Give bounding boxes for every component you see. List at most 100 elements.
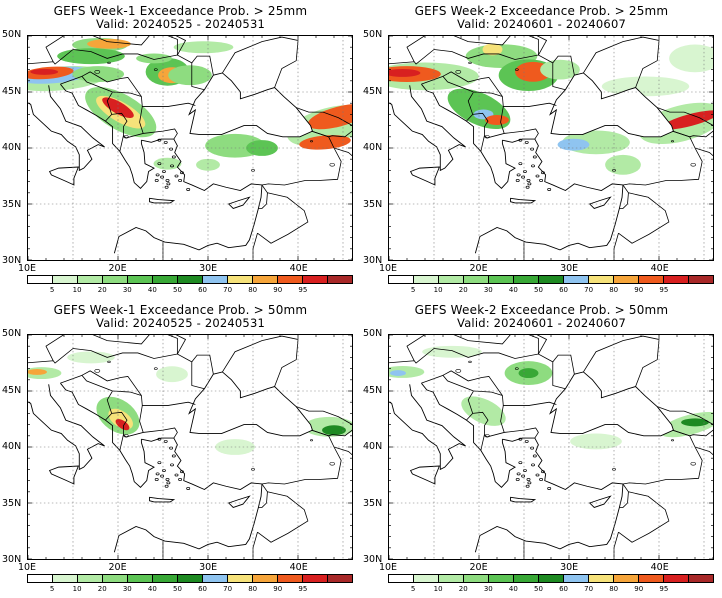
probability-contour (570, 433, 622, 450)
country-border (258, 483, 268, 508)
island (515, 478, 520, 481)
colorbar (27, 574, 353, 583)
colorbar-swatch (303, 276, 328, 283)
probability-contour (156, 366, 188, 383)
colorbar-label: 50 (533, 585, 543, 593)
colorbar-label: 95 (659, 585, 669, 593)
island (518, 437, 523, 441)
lat-label: 45N (363, 384, 383, 396)
probability-contour (518, 368, 539, 379)
country-border (252, 233, 258, 260)
coastline (421, 382, 516, 488)
map-frame (27, 35, 353, 261)
colorbar-label: 5 (410, 286, 416, 294)
lat-label: 35N (2, 198, 22, 210)
island (169, 446, 174, 450)
colorbar-label: 50 (172, 286, 182, 294)
lon-label: 10E (17, 562, 37, 573)
island (535, 174, 540, 178)
colorbar-label: 90 (634, 286, 644, 294)
colorbar-label: 90 (273, 585, 283, 593)
country-border (45, 335, 150, 361)
probability-contour (153, 157, 182, 170)
country-border (622, 429, 703, 485)
lat-label: 50N (2, 328, 22, 339)
lon-label: 20E (108, 263, 127, 274)
colorbar-label: 90 (634, 585, 644, 593)
probability-contour (322, 425, 346, 436)
black-sea (188, 72, 313, 138)
island (163, 140, 168, 144)
colorbar-label: 60 (198, 585, 207, 593)
island (588, 196, 612, 209)
island (525, 185, 530, 189)
coastline (28, 85, 105, 172)
country-border (112, 91, 142, 97)
island (174, 473, 179, 477)
island (48, 166, 80, 186)
island (161, 469, 166, 472)
lat-label: 45N (363, 85, 383, 97)
colorbar-label: 50 (533, 286, 543, 294)
island (154, 478, 159, 481)
island (530, 446, 535, 450)
colorbar-swatch (464, 276, 489, 283)
country-border (191, 55, 214, 76)
country-border (500, 106, 505, 134)
lon-label: 20E (469, 562, 488, 573)
country-border (167, 335, 178, 355)
colorbar-swatch (689, 575, 713, 582)
lon-label: 20E (469, 263, 488, 274)
island (155, 173, 160, 177)
lat-label: 40N (363, 441, 383, 452)
island (164, 185, 169, 189)
colorbar-swatch (389, 575, 414, 582)
probability-contour (30, 68, 59, 75)
country-border (261, 130, 342, 186)
colorbar-swatch (564, 276, 589, 283)
probability-contour (601, 76, 690, 97)
coastline (113, 483, 263, 553)
colorbar-swatch (278, 575, 303, 582)
lake (329, 163, 335, 167)
colorbar (388, 574, 714, 583)
island (588, 495, 612, 508)
island (516, 173, 521, 177)
country-border (333, 147, 352, 157)
country-border (167, 36, 178, 56)
island (535, 473, 540, 477)
probability-contour (115, 419, 130, 431)
colorbar-swatch (514, 575, 539, 582)
country-border (111, 112, 178, 140)
island (521, 175, 526, 179)
map-frame (388, 334, 714, 560)
coastline (28, 384, 105, 471)
probability-contour (605, 154, 641, 175)
colorbar-swatch (253, 276, 278, 283)
colorbar-label: 40 (508, 286, 518, 294)
lat-label: 30N (2, 554, 22, 565)
colorbar-swatch (228, 575, 253, 582)
lake (153, 68, 158, 71)
lake (455, 69, 462, 74)
colorbar (388, 275, 714, 284)
coastline (502, 437, 624, 491)
lat-label: 30N (363, 554, 383, 565)
country-border (480, 135, 485, 152)
country-border (552, 354, 575, 375)
colorbar-swatch (303, 575, 328, 582)
colorbar-label: 30 (122, 286, 132, 294)
country-border (139, 106, 144, 134)
probability-contour (661, 110, 713, 130)
country-border (296, 107, 352, 138)
country-border (552, 55, 575, 76)
colorbar-swatch (203, 575, 228, 582)
colorbar-label: 40 (508, 585, 518, 593)
coastline (60, 83, 155, 189)
lon-label: 30E (560, 263, 579, 274)
probability-contour (57, 48, 125, 65)
probability-contour (669, 44, 713, 73)
island (547, 487, 552, 490)
colorbar-swatch (103, 575, 128, 582)
coastline (389, 384, 466, 471)
